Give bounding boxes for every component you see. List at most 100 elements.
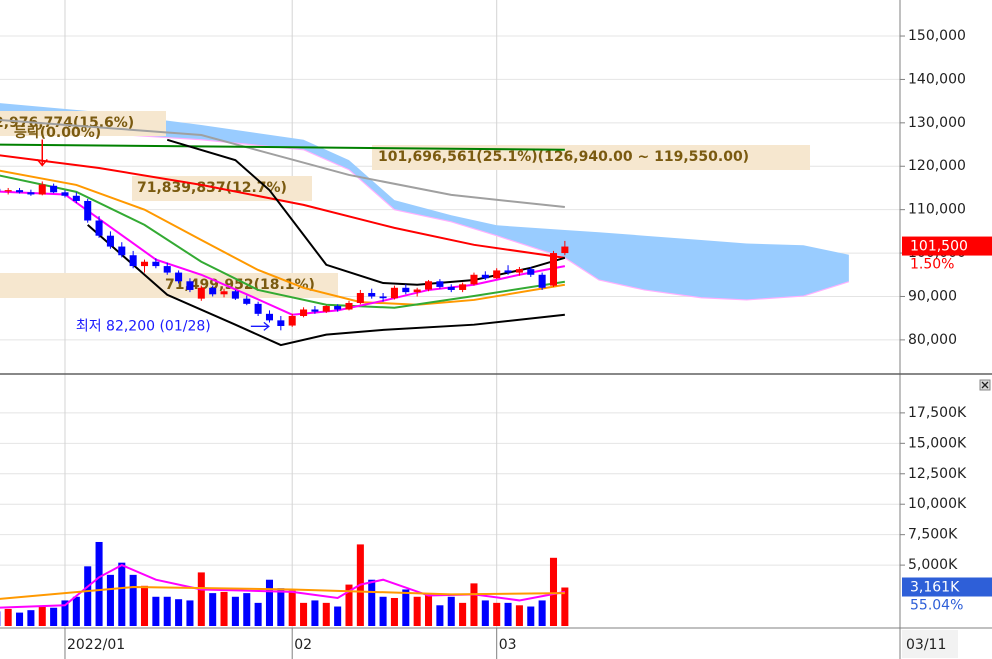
indicator-line [87,224,565,347]
indicator-line [166,138,566,286]
y-tick-label: 5,000K [908,557,958,573]
candle-body [140,261,149,267]
candle-body [334,306,342,310]
volume-bar [61,600,69,626]
candle-body [220,291,228,295]
candle-body [38,184,46,195]
candle-body [16,190,24,193]
y-tick-label: 10,000K [908,496,967,512]
volume-box [902,577,992,597]
candle-body [493,270,501,279]
annotation-box [0,273,338,298]
volume-bar [515,605,523,626]
volume-bar [38,606,46,626]
candle-body [402,287,410,293]
indicator-line [0,169,566,306]
volume-bar [368,579,376,626]
candle-body [436,281,444,287]
volume-bar [140,585,149,626]
candle-body [504,270,512,273]
price-label: 101,500 [910,239,968,255]
candle-body [322,306,330,312]
candle-body [106,235,114,247]
volume-bar [277,588,285,626]
volume-bar [493,602,501,626]
indicator-line [0,586,565,600]
volume-bar [527,606,535,626]
ratio-label: 55.04% [910,598,963,614]
volume-bar [50,607,58,626]
volume-bar [322,602,330,626]
volume-bar [265,579,273,626]
candle-body [72,195,80,201]
volume-bar [4,608,12,626]
x-tick-label: 03 [499,637,517,653]
volume-bar [334,606,342,626]
volume-label: 3,161K [910,580,960,596]
volume-bar [27,610,35,626]
volume-bar [231,596,239,626]
y-tick-label: 120,000 [908,158,966,174]
current-date: 03/11 [906,637,946,653]
y-tick-label: 140,000 [908,71,966,87]
volume-bar [243,593,251,626]
candle-body [311,309,319,312]
volume-bar [470,583,478,626]
candle-body [413,289,421,293]
volume-bar [84,566,92,626]
plot-layer: 2,976,774(15.6%)등락(0.00%)101,696,561(25.… [0,103,850,626]
price-box [902,236,992,256]
volume-bar [209,593,217,626]
volume-bar [436,605,444,626]
candle-body [561,246,569,254]
y-tick-label: 17,500K [908,405,967,421]
cloud-edge [0,127,850,301]
candle-body [345,302,353,310]
volume-bar [390,597,398,626]
volume-bar [197,572,205,626]
candle-body [27,192,35,195]
volume-bar [425,593,433,626]
candle-body [459,284,467,290]
y-tick-label: 12,500K [908,466,967,482]
candle-body [84,200,92,221]
candle-body [538,274,546,288]
volume-bar [402,589,410,626]
change-label: 1.50% [910,257,954,273]
candle-body [4,190,12,192]
volume-bar [163,596,171,626]
volume-bar [549,557,558,626]
candle-body [61,192,69,196]
date-box [902,630,958,658]
annotation-box [0,111,166,136]
candle-body [300,309,308,317]
candle-body [175,272,183,282]
volume-bar [459,602,467,626]
candle-body [549,253,558,286]
candle-body [209,287,217,295]
y-tick-label: 130,000 [908,115,966,131]
volume-bar [152,596,160,626]
volume-bar [106,574,114,626]
candle-body [425,281,433,290]
candle-body [254,303,262,314]
candle-body [277,320,285,326]
volume-bar [311,600,319,626]
candle-body [356,292,364,303]
volume-bar [95,541,103,626]
volume-bar [129,574,137,626]
grid-layer [0,0,900,628]
indicator-line [0,143,565,151]
volume-bar [481,600,489,626]
candle-body [95,220,103,236]
x-tick-label: 02 [294,637,312,653]
y-tick-label: 90,000 [908,288,957,304]
candle-body [129,255,137,267]
candle-body [481,274,489,279]
candle-body [470,274,478,285]
volume-bar [288,590,296,626]
candle-body [50,185,58,193]
low-label: 최저 82,200 (01/28) [76,318,211,334]
